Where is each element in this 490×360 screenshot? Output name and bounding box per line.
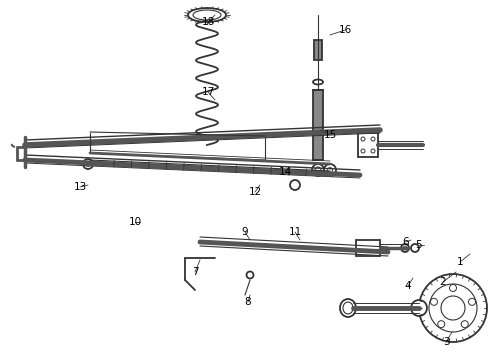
Text: 18: 18 bbox=[201, 17, 215, 27]
Text: 1: 1 bbox=[457, 257, 464, 267]
Circle shape bbox=[312, 164, 324, 176]
Text: 5: 5 bbox=[416, 240, 422, 250]
Ellipse shape bbox=[313, 80, 323, 85]
Circle shape bbox=[315, 167, 321, 173]
Text: 13: 13 bbox=[74, 182, 87, 192]
Circle shape bbox=[403, 246, 407, 250]
Text: 8: 8 bbox=[245, 297, 251, 307]
Circle shape bbox=[411, 244, 419, 252]
Text: 15: 15 bbox=[323, 130, 337, 140]
Text: 17: 17 bbox=[201, 87, 215, 97]
Circle shape bbox=[83, 159, 93, 169]
Circle shape bbox=[85, 162, 91, 166]
Circle shape bbox=[468, 298, 475, 305]
Text: 11: 11 bbox=[289, 227, 302, 237]
Circle shape bbox=[438, 321, 445, 328]
Circle shape bbox=[290, 180, 300, 190]
Text: 3: 3 bbox=[442, 337, 449, 347]
Circle shape bbox=[461, 321, 468, 328]
Text: 6: 6 bbox=[403, 237, 409, 247]
Text: 7: 7 bbox=[192, 267, 198, 277]
Text: 2: 2 bbox=[440, 277, 446, 287]
Bar bbox=[313, 90, 323, 160]
Text: 14: 14 bbox=[278, 167, 292, 177]
Circle shape bbox=[449, 284, 457, 292]
Text: 16: 16 bbox=[339, 25, 352, 35]
Circle shape bbox=[411, 300, 427, 316]
Bar bbox=[314, 40, 322, 60]
Text: 4: 4 bbox=[405, 281, 411, 291]
Circle shape bbox=[324, 164, 336, 176]
Bar bbox=[358, 133, 378, 157]
Circle shape bbox=[361, 137, 365, 141]
Circle shape bbox=[401, 244, 409, 252]
Circle shape bbox=[327, 167, 333, 172]
Text: 10: 10 bbox=[128, 217, 142, 227]
Circle shape bbox=[371, 137, 375, 141]
Bar bbox=[356, 240, 380, 256]
Text: 12: 12 bbox=[248, 187, 262, 197]
Circle shape bbox=[361, 149, 365, 153]
Text: 9: 9 bbox=[242, 227, 248, 237]
Circle shape bbox=[431, 298, 438, 305]
Circle shape bbox=[246, 271, 253, 279]
Circle shape bbox=[371, 149, 375, 153]
